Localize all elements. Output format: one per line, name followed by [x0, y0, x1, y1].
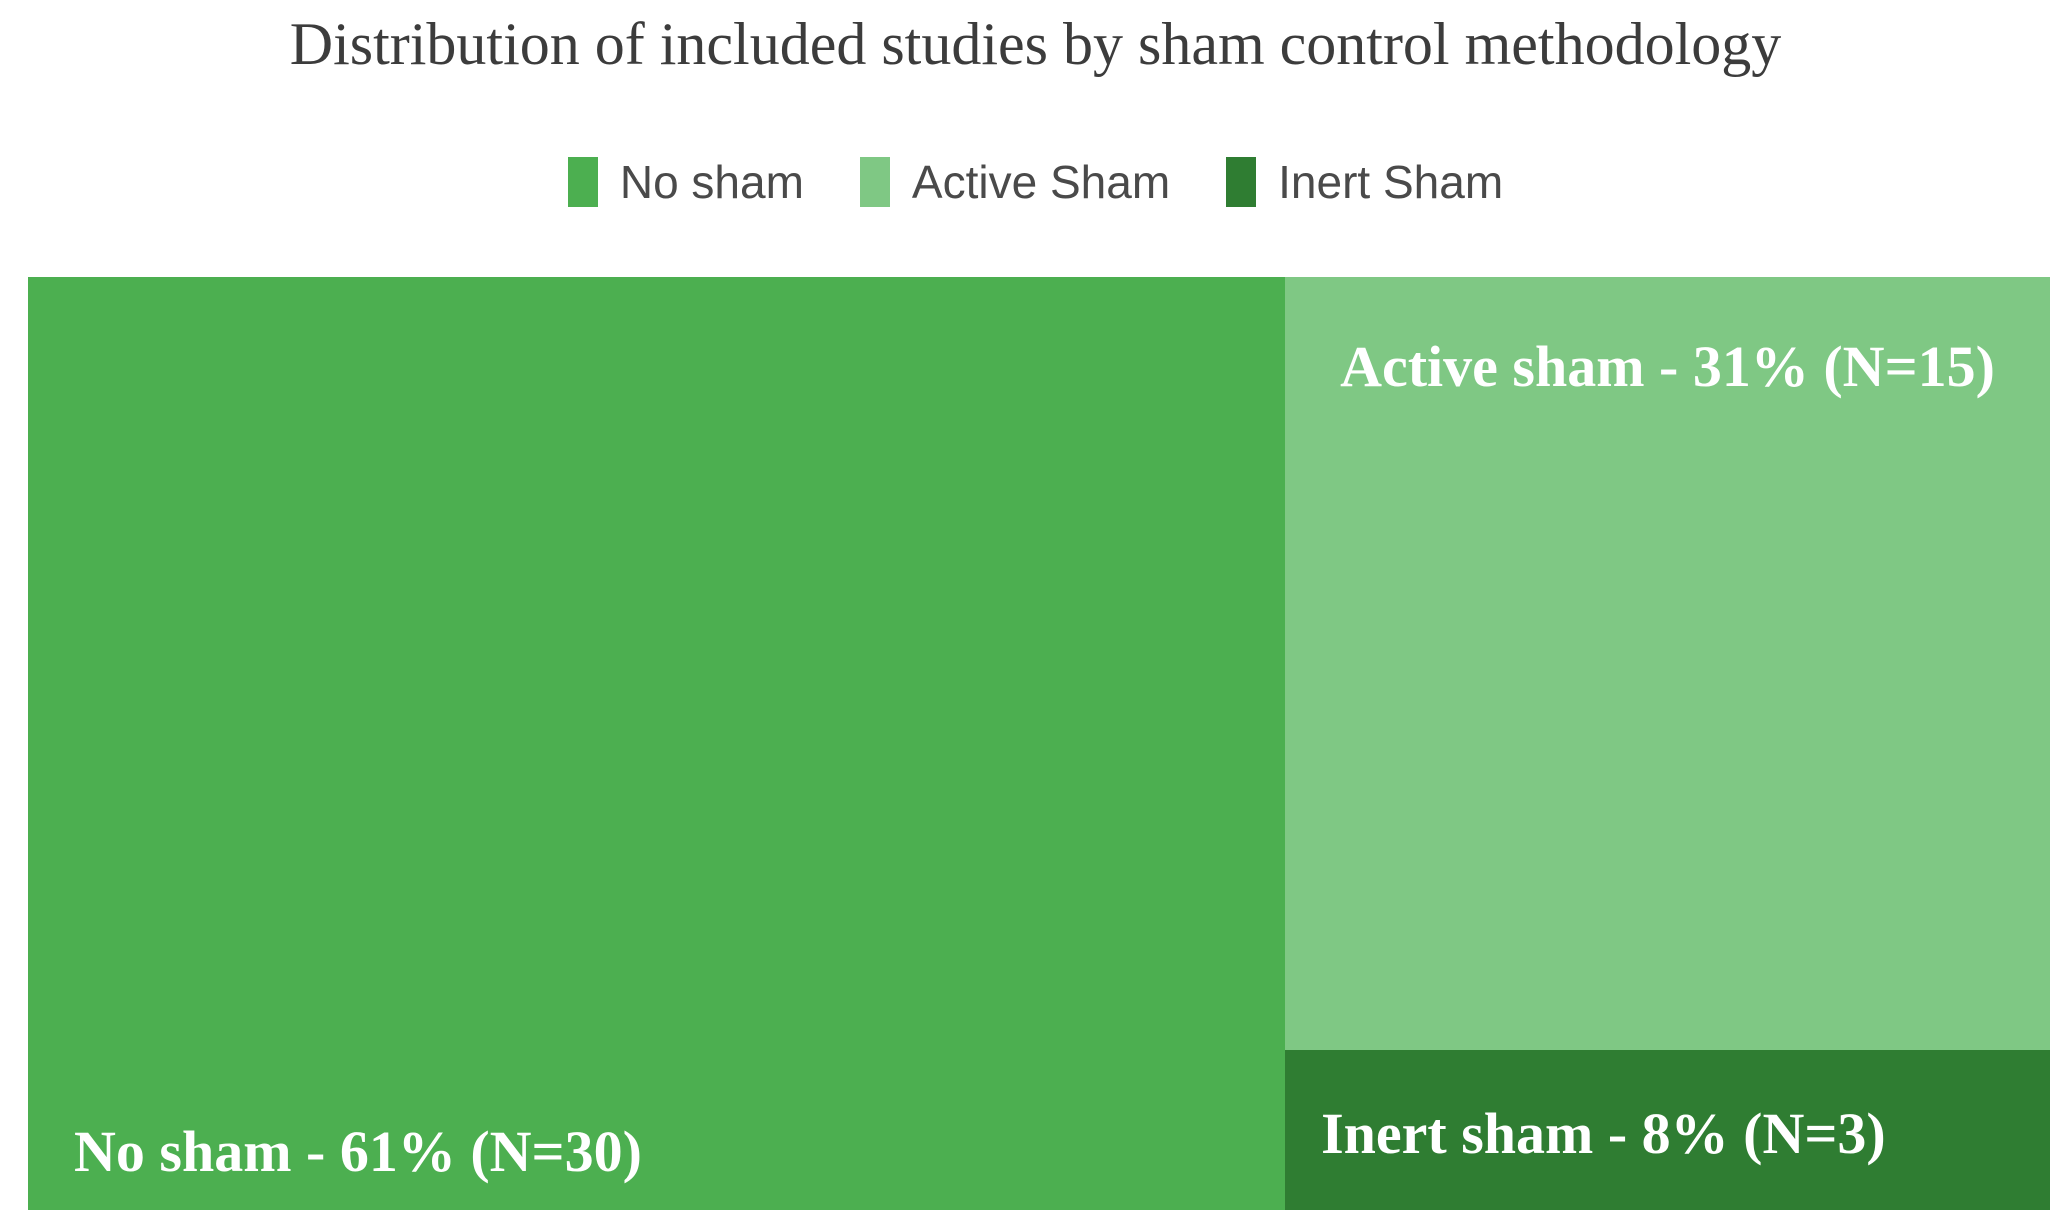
treemap: No sham - 61% (N=30) Active sham - 31% (…	[28, 277, 2050, 1210]
treemap-cell-label-no-sham: No sham - 61% (N=30)	[74, 1119, 642, 1185]
legend-swatch-active-sham-icon	[859, 157, 890, 207]
treemap-cell-label-active-sham: Active sham - 31% (N=15)	[1340, 334, 1995, 399]
treemap-cell-active-sham[interactable]: Active sham - 31% (N=15)	[1285, 277, 2050, 1050]
legend-label-no-sham: No sham	[619, 156, 804, 208]
legend: No sham Active Sham Inert Sham	[0, 152, 2071, 212]
legend-swatch-no-sham-icon	[567, 157, 598, 207]
treemap-cell-inert-sham[interactable]: Inert sham - 8% (N=3)	[1285, 1049, 2050, 1210]
treemap-cell-label-inert-sham: Inert sham - 8% (N=3)	[1321, 1100, 1886, 1166]
legend-item-no-sham: No sham	[567, 155, 804, 209]
legend-swatch-inert-sham-icon	[1226, 157, 1257, 207]
treemap-right-column: Active sham - 31% (N=15) Inert sham - 8%…	[1285, 277, 2050, 1210]
legend-label-inert-sham: Inert Sham	[1278, 156, 1504, 208]
chart-title: Distribution of included studies by sham…	[289, 11, 1782, 77]
treemap-cell-no-sham[interactable]: No sham - 61% (N=30)	[28, 277, 1286, 1210]
legend-label-active-sham: Active Sham	[911, 156, 1171, 208]
legend-item-inert-sham: Inert Sham	[1226, 155, 1503, 209]
legend-item-active-sham: Active Sham	[859, 155, 1171, 209]
